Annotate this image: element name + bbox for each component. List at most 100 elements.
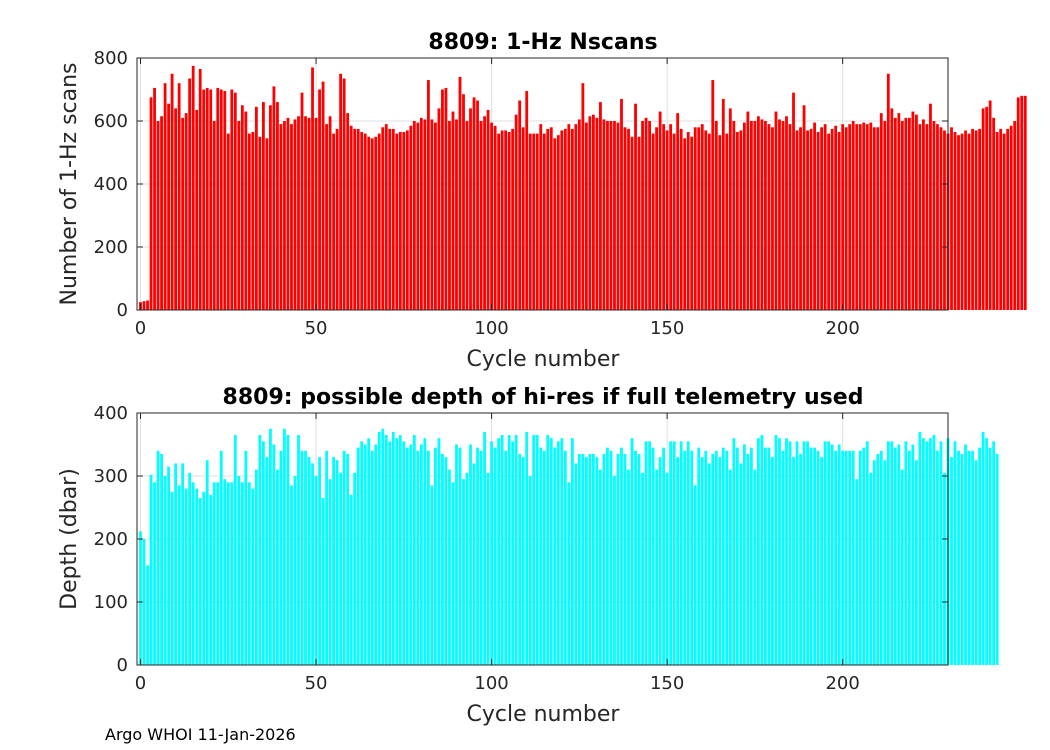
top-bar-cycle-114 <box>539 124 543 311</box>
bottom-bar-cycle-36 <box>265 457 269 665</box>
bottom-bar-cycle-218 <box>904 441 908 665</box>
top-subplot: 0 50 100 150 200 0 200 400 600 800 8809: 1-Hz Nsc… <box>57 30 1027 372</box>
top-bar-cycle-158 <box>693 127 697 310</box>
bottom-bar-cycle-80 <box>419 444 423 665</box>
bottom-bar-cycle-235 <box>964 444 967 665</box>
bottom-bar-cycle-56 <box>335 460 339 665</box>
bottom-bar-cycle-107 <box>514 435 518 665</box>
bottom-bar-cycle-92 <box>462 479 465 665</box>
top-bar-cycle-29 <box>240 105 244 310</box>
top-bar-cycle-54 <box>328 116 332 311</box>
top-bar-cycle-76 <box>405 130 409 310</box>
top-bar-cycle-143 <box>641 121 644 310</box>
top-bar-cycle-40 <box>279 124 283 311</box>
top-bar-cycle-93 <box>465 121 469 310</box>
bottom-bar-cycle-244 <box>995 453 999 665</box>
top-bar-cycle-82 <box>426 80 430 310</box>
bottom-bar-cycle-102 <box>497 438 501 665</box>
top-bar-cycle-156 <box>686 132 690 310</box>
top-bar-cycle-71 <box>388 128 392 311</box>
top-bar-cycle-63 <box>360 132 364 310</box>
top-bar-cycle-68 <box>377 133 381 310</box>
bottom-bar-cycle-89 <box>451 482 455 665</box>
bottom-bar-cycle-155 <box>683 450 687 665</box>
bottom-y-tick-label-100: 100 <box>94 592 128 613</box>
bottom-bar-cycle-49 <box>311 463 314 665</box>
bottom-bar-cycle-216 <box>897 444 901 665</box>
top-bar-cycle-180 <box>771 127 774 310</box>
top-bar-cycle-83 <box>430 119 434 311</box>
top-x-tick-label-200: 200 <box>825 318 859 339</box>
top-bar-cycle-49 <box>311 67 314 310</box>
bottom-bar-cycle-24 <box>223 479 227 665</box>
bottom-bar-cycle-50 <box>314 476 318 665</box>
top-y-tick-label-0: 0 <box>117 300 128 321</box>
top-bar-cycle-107 <box>514 114 518 310</box>
bottom-bar-cycle-207 <box>865 441 869 665</box>
top-bar-cycle-219 <box>907 117 911 310</box>
top-bar-cycle-202 <box>848 124 852 311</box>
bottom-bar-cycle-237 <box>971 450 974 665</box>
bottom-bar-cycle-43 <box>290 485 293 665</box>
bottom-bar-cycle-165 <box>718 457 722 665</box>
bottom-bar-cycle-220 <box>911 444 915 665</box>
bottom-bar-cycle-136 <box>616 453 620 665</box>
top-bar-cycle-89 <box>451 111 455 310</box>
bottom-bar-cycle-62 <box>356 447 360 665</box>
bottom-bar-cycle-184 <box>785 438 788 665</box>
top-bar-cycle-232 <box>953 132 957 310</box>
top-bar-cycle-126 <box>581 83 585 310</box>
bottom-bar-cycle-181 <box>774 435 778 665</box>
bottom-bar-cycle-134 <box>609 450 613 665</box>
top-bar-cycle-242 <box>988 100 992 311</box>
bottom-bar-cycle-6 <box>160 453 163 665</box>
bottom-bar-cycle-112 <box>532 435 536 665</box>
top-bar-cycle-205 <box>858 124 862 311</box>
top-bar-cycle-53 <box>325 124 328 311</box>
top-bar-cycle-87 <box>444 87 448 311</box>
top-bar-cycle-135 <box>613 121 616 310</box>
top-bar-cycle-157 <box>690 136 694 310</box>
bottom-bar-cycle-226 <box>932 435 936 665</box>
bottom-bar-cycle-212 <box>883 460 887 665</box>
top-bar-cycle-64 <box>363 133 367 310</box>
top-bar-cycle-75 <box>402 132 406 310</box>
top-bar-cycle-80 <box>419 117 423 310</box>
bottom-chart-title: 8809: possible depth of hi-res if full t… <box>223 385 864 410</box>
top-bar-cycle-56 <box>335 128 339 311</box>
bottom-bar-cycle-17 <box>198 498 202 665</box>
top-bar-cycle-169 <box>732 121 736 310</box>
top-bar-cycle-178 <box>764 121 767 310</box>
bottom-bar-cycle-78 <box>412 435 416 665</box>
bottom-bar-cycle-199 <box>837 444 841 665</box>
bottom-x-axis-label: Cycle number <box>467 702 621 727</box>
bottom-bar-cycle-73 <box>395 438 399 665</box>
top-bar-cycle-139 <box>627 128 630 311</box>
bottom-bar-cycle-34 <box>258 435 262 665</box>
bottom-bar-cycle-242 <box>988 447 992 665</box>
bottom-bar-cycle-179 <box>767 447 771 665</box>
bottom-bar-cycle-48 <box>307 457 311 665</box>
bottom-bar-cycle-57 <box>339 472 343 665</box>
top-bar-cycle-141 <box>634 103 637 311</box>
top-bar-cycle-104 <box>504 130 508 310</box>
bottom-bar-cycle-197 <box>830 444 834 665</box>
bottom-bar-cycle-193 <box>816 450 820 665</box>
bottom-bar-cycle-185 <box>788 441 792 665</box>
top-bar-cycle-39 <box>276 102 279 310</box>
top-bar-cycle-85 <box>437 108 441 311</box>
top-bar-cycle-163 <box>711 80 715 310</box>
bottom-bar-cycle-217 <box>900 469 904 665</box>
top-bar-cycle-109 <box>521 127 525 310</box>
credit-text: Argo WHOI 11-Jan-2026 <box>105 725 296 744</box>
top-bar-cycle-90 <box>455 119 458 311</box>
top-bar-cycle-137 <box>620 98 623 310</box>
bottom-bar-cycle-18 <box>202 491 206 665</box>
top-bar-cycle-48 <box>307 117 311 310</box>
top-bar-cycle-250 <box>1016 97 1020 311</box>
top-bar-cycle-70 <box>384 124 388 311</box>
top-bar-cycle-5 <box>156 121 160 310</box>
bottom-bar-cycle-41 <box>283 428 286 665</box>
bottom-x-tick-label-200: 200 <box>825 673 859 694</box>
bottom-bar-cycle-104 <box>504 450 508 665</box>
